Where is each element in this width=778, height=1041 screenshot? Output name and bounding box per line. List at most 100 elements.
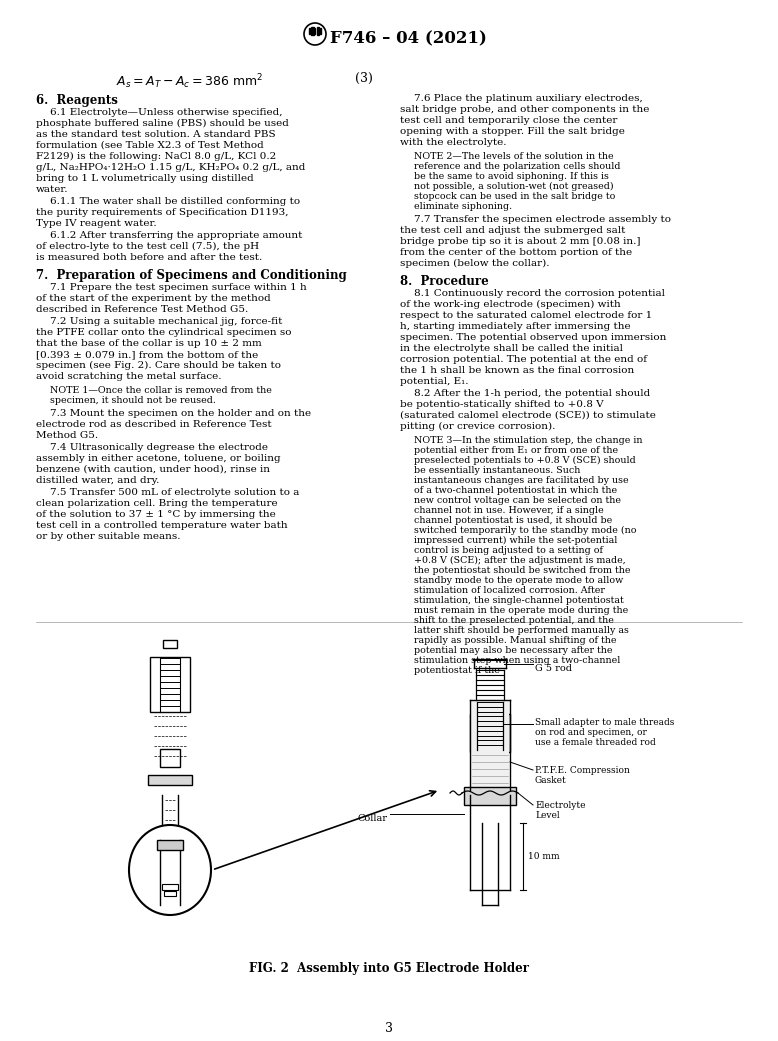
Text: (saturated calomel electrode (SCE)) to stimulate: (saturated calomel electrode (SCE)) to s… bbox=[400, 411, 656, 420]
Text: described in Reference Test Method G5.: described in Reference Test Method G5. bbox=[36, 305, 248, 314]
Text: avoid scratching the metal surface.: avoid scratching the metal surface. bbox=[36, 372, 222, 381]
Text: stimulation step when using a two-channel: stimulation step when using a two-channe… bbox=[414, 656, 620, 665]
Bar bbox=[471, 700, 509, 795]
Text: shift to the preselected potential, and the: shift to the preselected potential, and … bbox=[414, 616, 614, 625]
Text: NOTE 2—The levels of the solution in the: NOTE 2—The levels of the solution in the bbox=[414, 152, 614, 161]
Text: of the work­ing electrode (specimen) with: of the work­ing electrode (specimen) wit… bbox=[400, 300, 621, 309]
Text: new control voltage can be selected on the: new control voltage can be selected on t… bbox=[414, 496, 621, 505]
Text: 7.4 Ultrasonically degrease the electrode: 7.4 Ultrasonically degrease the electrod… bbox=[50, 443, 268, 452]
Bar bbox=[164, 891, 176, 896]
Text: with the electrolyte.: with the electrolyte. bbox=[400, 138, 506, 147]
Text: from the center of the bottom portion of the: from the center of the bottom portion of… bbox=[400, 248, 632, 257]
Text: 10 mm: 10 mm bbox=[528, 852, 559, 861]
Text: 7.7 Transfer the specimen electrode assembly to: 7.7 Transfer the specimen electrode asse… bbox=[414, 215, 671, 224]
Text: distilled water, and dry.: distilled water, and dry. bbox=[36, 476, 159, 485]
Text: be the same to avoid siphoning. If this is: be the same to avoid siphoning. If this … bbox=[414, 172, 609, 181]
Text: F2129) is the following: NaCl 8.0 g/L, KCl 0.2: F2129) is the following: NaCl 8.0 g/L, K… bbox=[36, 152, 276, 161]
Text: potential may also be necessary after the: potential may also be necessary after th… bbox=[414, 646, 612, 655]
Bar bbox=[162, 884, 178, 890]
Text: Type IV reagent water.: Type IV reagent water. bbox=[36, 219, 156, 228]
Text: stimulation of localized corrosion. After: stimulation of localized corrosion. Afte… bbox=[414, 586, 605, 595]
Text: rapidly as possible. Manual shifting of the: rapidly as possible. Manual shifting of … bbox=[414, 636, 616, 645]
Text: potential, E₁.: potential, E₁. bbox=[400, 377, 468, 386]
Text: not possible, a solution-wet (not greased): not possible, a solution-wet (not grease… bbox=[414, 182, 614, 192]
Text: potential either from E₁ or from one of the: potential either from E₁ or from one of … bbox=[414, 446, 619, 455]
Text: channel potentiostat is used, it should be: channel potentiostat is used, it should … bbox=[414, 516, 612, 525]
Bar bbox=[464, 787, 516, 805]
Text: or by other suitable means.: or by other suitable means. bbox=[36, 532, 180, 541]
Text: G 5 rod: G 5 rod bbox=[535, 664, 572, 672]
Text: salt bridge probe, and other components in the: salt bridge probe, and other components … bbox=[400, 105, 650, 115]
Text: the test cell and adjust the submerged salt: the test cell and adjust the submerged s… bbox=[400, 226, 626, 235]
Text: control is being adjusted to a setting of: control is being adjusted to a setting o… bbox=[414, 545, 603, 555]
Text: [0.393 ± 0.079 in.] from the bottom of the: [0.393 ± 0.079 in.] from the bottom of t… bbox=[36, 350, 258, 359]
Bar bbox=[314, 28, 315, 34]
Bar bbox=[311, 27, 314, 35]
Text: as the standard test solution. A standard PBS: as the standard test solution. A standar… bbox=[36, 130, 275, 139]
Text: is measured both before and after the test.: is measured both before and after the te… bbox=[36, 253, 262, 262]
Text: 6.  Reagents: 6. Reagents bbox=[36, 94, 118, 107]
Bar bbox=[163, 640, 177, 648]
Text: of the solution to 37 ± 1 °C by immersing the: of the solution to 37 ± 1 °C by immersin… bbox=[36, 510, 275, 519]
Text: use a female threaded rod: use a female threaded rod bbox=[535, 738, 656, 747]
Text: FIG. 2  Assembly into G5 Electrode Holder: FIG. 2 Assembly into G5 Electrode Holder bbox=[249, 962, 529, 975]
Text: preselected potentials to +0.8 V (SCE) should: preselected potentials to +0.8 V (SCE) s… bbox=[414, 456, 636, 465]
Text: 7.  Preparation of Specimens and Conditioning: 7. Preparation of Specimens and Conditio… bbox=[36, 269, 347, 282]
Text: 7.5 Transfer 500 mL of electrolyte solution to a: 7.5 Transfer 500 mL of electrolyte solut… bbox=[50, 488, 300, 497]
Text: 7.6 Place the platinum auxiliary electrodes,: 7.6 Place the platinum auxiliary electro… bbox=[414, 94, 643, 103]
Bar bbox=[157, 840, 183, 850]
Bar bbox=[317, 27, 319, 35]
Text: respect to the saturated calomel electrode for 1: respect to the saturated calomel electro… bbox=[400, 311, 652, 320]
Text: Method G5.: Method G5. bbox=[36, 431, 98, 440]
Text: of a two-channel potentiostat in which the: of a two-channel potentiostat in which t… bbox=[414, 486, 617, 496]
Text: corrosion potential. The potential at the end of: corrosion potential. The potential at th… bbox=[400, 355, 647, 364]
Text: 7.3 Mount the specimen on the holder and on the: 7.3 Mount the specimen on the holder and… bbox=[50, 409, 311, 418]
Text: specimen, it should not be reused.: specimen, it should not be reused. bbox=[50, 396, 216, 405]
Text: NOTE 3—In the stimulation step, the change in: NOTE 3—In the stimulation step, the chan… bbox=[414, 436, 643, 445]
Text: be potentio­statically shifted to +0.8 V: be potentio­statically shifted to +0.8 V bbox=[400, 400, 604, 409]
Text: (3): (3) bbox=[355, 72, 373, 85]
Text: specimen (see Fig. 2). Care should be taken to: specimen (see Fig. 2). Care should be ta… bbox=[36, 361, 281, 371]
Text: P.T.F.E. Compression: P.T.F.E. Compression bbox=[535, 766, 630, 775]
Bar bbox=[309, 28, 310, 34]
Text: NOTE 1—Once the collar is removed from the: NOTE 1—Once the collar is removed from t… bbox=[50, 386, 272, 395]
Text: the potentiostat should be switched from the: the potentiostat should be switched from… bbox=[414, 566, 630, 575]
Text: potentiostat if the: potentiostat if the bbox=[414, 666, 500, 675]
Text: in the electrolyte shall be called the initial: in the electrolyte shall be called the i… bbox=[400, 344, 623, 353]
Text: Level: Level bbox=[535, 811, 559, 820]
Text: test cell and temporarily close the center: test cell and temporarily close the cent… bbox=[400, 116, 618, 125]
Bar bbox=[150, 657, 190, 712]
Text: 3: 3 bbox=[385, 1022, 393, 1035]
Text: formulation (see Table X2.3 of Test Method: formulation (see Table X2.3 of Test Meth… bbox=[36, 141, 264, 150]
Text: stopcock can be used in the salt bridge to: stopcock can be used in the salt bridge … bbox=[414, 192, 615, 201]
Text: latter shift should be performed manually as: latter shift should be performed manuall… bbox=[414, 626, 629, 635]
Text: g/L, Na₂HPO₄·12H₂O 1.15 g/L, KH₂PO₄ 0.2 g/L, and: g/L, Na₂HPO₄·12H₂O 1.15 g/L, KH₂PO₄ 0.2 … bbox=[36, 163, 306, 172]
Text: specimen (below the collar).: specimen (below the collar). bbox=[400, 259, 549, 269]
Bar bbox=[320, 28, 321, 34]
Text: channel not in use. However, if a single: channel not in use. However, if a single bbox=[414, 506, 604, 515]
Text: Gasket: Gasket bbox=[535, 776, 566, 785]
Bar bbox=[160, 750, 180, 767]
Text: F746 – 04 (2021): F746 – 04 (2021) bbox=[330, 30, 487, 47]
Text: 8.1 Continuously record the corrosion potential: 8.1 Continuously record the corrosion po… bbox=[414, 289, 665, 298]
Text: on rod and specimen, or: on rod and specimen, or bbox=[535, 728, 647, 737]
Text: opening with a stopper. Fill the salt bridge: opening with a stopper. Fill the salt br… bbox=[400, 127, 625, 136]
Text: bridge probe tip so it is about 2 mm [0.08 in.]: bridge probe tip so it is about 2 mm [0.… bbox=[400, 237, 640, 246]
Text: $A_s = A_T - A_c = 386\ \mathrm{mm}^2$: $A_s = A_T - A_c = 386\ \mathrm{mm}^2$ bbox=[117, 72, 264, 91]
Text: 7.2 Using a suitable mechanical jig, force-fit: 7.2 Using a suitable mechanical jig, for… bbox=[50, 318, 282, 326]
Text: specimen. The potential observed upon immersion: specimen. The potential observed upon im… bbox=[400, 333, 667, 342]
Text: Small adapter to male threads: Small adapter to male threads bbox=[535, 718, 675, 727]
Text: electrode rod as described in Reference Test: electrode rod as described in Reference … bbox=[36, 420, 272, 429]
Text: 8.  Procedure: 8. Procedure bbox=[400, 275, 489, 288]
Text: the 1 h shall be known as the final corrosion: the 1 h shall be known as the final corr… bbox=[400, 366, 634, 375]
Bar bbox=[163, 873, 177, 878]
Text: 6.1 Electrolyte—Unless otherwise specified,: 6.1 Electrolyte—Unless otherwise specifi… bbox=[50, 108, 282, 117]
Text: 8.2 After the 1-h period, the potential should: 8.2 After the 1-h period, the potential … bbox=[414, 389, 650, 398]
Text: be essentially instantaneous. Such: be essentially instantaneous. Such bbox=[414, 466, 580, 475]
Text: bring to 1 L volumetrically using distilled: bring to 1 L volumetrically using distil… bbox=[36, 174, 254, 183]
Text: +0.8 V (SCE); after the adjustment is made,: +0.8 V (SCE); after the adjustment is ma… bbox=[414, 556, 626, 565]
Text: water.: water. bbox=[36, 185, 68, 194]
Text: 6.1.1 The water shall be distilled conforming to: 6.1.1 The water shall be distilled confo… bbox=[50, 197, 300, 206]
Text: clean polarization cell. Bring the temperature: clean polarization cell. Bring the tempe… bbox=[36, 499, 278, 508]
Text: impressed current) while the set-potential: impressed current) while the set-potenti… bbox=[414, 536, 618, 545]
